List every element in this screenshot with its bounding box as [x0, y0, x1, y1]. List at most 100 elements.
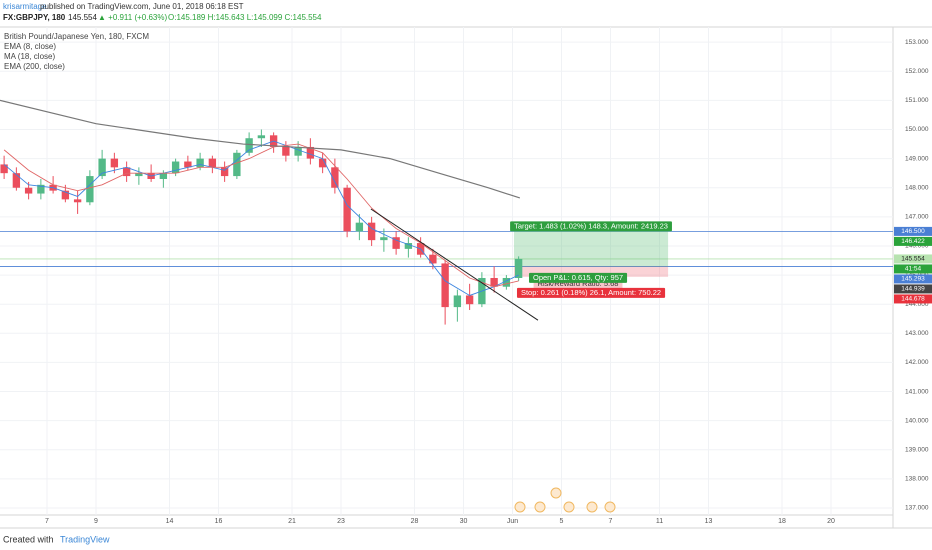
price-tag [894, 236, 932, 246]
x-tick-label: 28 [411, 518, 419, 525]
candle-body [306, 146, 315, 159]
pnl-label-bg [528, 272, 628, 283]
x-tick-label: 7 [45, 518, 49, 525]
candle-body [245, 138, 253, 153]
candle-body [343, 187, 351, 232]
stop-label-text: Stop: 0.261 (0.18%) 26.1, Amount: 750.22 [521, 288, 661, 297]
candle-body [453, 295, 462, 308]
author: krisarmitage [3, 2, 47, 11]
candle-body [465, 295, 474, 305]
chart-title: British Pound/Japanese Yen, 180, FXCM [4, 32, 149, 41]
target-label-bg [510, 221, 672, 232]
y-tick-label: 140.000 [905, 417, 929, 424]
y-tick-label: 151.000 [905, 97, 929, 104]
candle-body [257, 135, 266, 139]
candle-body [159, 173, 168, 179]
price-tag-text: 41:54 [905, 266, 922, 273]
candle-body [233, 152, 241, 177]
y-tick-label: 146.000 [905, 243, 929, 250]
event-icons [514, 487, 616, 513]
candle-body [294, 146, 302, 156]
x-tick-label: 11 [656, 518, 663, 525]
candle-body [73, 199, 82, 203]
ma-line [3, 143, 519, 288]
price-tag-text: 144.678 [901, 296, 925, 303]
event-icon [586, 501, 598, 513]
stop-label: Stop: 0.261 (0.18%) 26.1, Amount: 750.22 [516, 287, 666, 298]
price-tag-text: 144.939 [901, 286, 925, 293]
x-tick-label: 7 [609, 518, 613, 525]
y-tick-label: 144.000 [905, 301, 929, 308]
y-tick-label: 149.000 [905, 155, 929, 162]
candle-body [122, 167, 131, 177]
x-tick-label: 13 [705, 518, 713, 525]
candle-body [502, 277, 511, 287]
y-tick-label: 150.000 [905, 126, 929, 133]
price-tag-text: 146.422 [901, 238, 925, 245]
candle-body [441, 263, 449, 308]
candle-body [98, 158, 106, 177]
x-tick-label: 23 [337, 518, 345, 525]
candle-body [196, 158, 204, 168]
candle-body [61, 190, 70, 200]
price-tag [894, 264, 932, 274]
x-tick-label: 18 [778, 518, 786, 525]
candle-body [86, 176, 94, 203]
last-price: 145.554 [68, 13, 97, 22]
candle-body [12, 173, 21, 188]
x-tick-label: 14 [166, 518, 174, 525]
candle-body [331, 167, 339, 188]
y-tick-label: 141.000 [905, 388, 929, 395]
price-tag-text: 146.500 [901, 228, 925, 235]
change: ▲ +0.911 (+0.63%) [98, 13, 167, 22]
stop-label-bg [516, 287, 666, 298]
target-label-text: Target: 1.483 (1.02%) 148.3, Amount: 241… [514, 221, 668, 230]
candle-body [355, 222, 364, 232]
x-tick-label: 21 [288, 518, 296, 525]
marks: Target: 1.483 (1.02%) 148.3, Amount: 241… [0, 99, 672, 325]
y-tick-label: 139.000 [905, 446, 929, 453]
y-tick-label: 152.000 [905, 68, 929, 75]
price-tag [894, 294, 932, 304]
legend-entry: EMA (200, close) [4, 62, 65, 71]
footer-brand: TradingView [60, 534, 110, 544]
target-zone [513, 231, 669, 267]
candle-body [318, 158, 327, 168]
footer-created: Created with [3, 534, 54, 544]
event-icon [604, 501, 616, 513]
ohlc: O:145.189 H:145.643 L:145.099 C:145.554 [168, 13, 322, 22]
candle-body [404, 243, 413, 249]
pnl-label-text: Open P&L: 0.615, Qty: 957 [533, 273, 623, 282]
event-icon [563, 501, 575, 513]
legend-entry: MA (18, close) [4, 52, 55, 61]
price-tag-text: 145.293 [901, 276, 925, 283]
candle-body [514, 258, 523, 278]
event-icon [534, 501, 546, 513]
stop-zone [513, 266, 669, 277]
candle-body [0, 164, 8, 174]
y-tick-label: 142.000 [905, 359, 929, 366]
y-tick-label: 138.000 [905, 476, 929, 483]
event-icon [550, 487, 562, 499]
candle-body [380, 237, 388, 241]
price-tag [894, 274, 932, 284]
x-tick-label: 20 [827, 518, 835, 525]
y-tick-label: 137.000 [905, 505, 929, 512]
x-tick-label: 9 [94, 518, 98, 525]
candle-body [184, 161, 192, 168]
x-tick-label: 5 [560, 518, 564, 525]
price-tag-text: 145.554 [901, 256, 925, 263]
y-tick-label: 153.000 [905, 39, 929, 46]
candle-body [392, 237, 400, 249]
price-tag [894, 284, 932, 294]
price-tag [894, 254, 932, 264]
candle-body [208, 158, 217, 168]
pnl-label: Open P&L: 0.615, Qty: 957 [528, 272, 628, 283]
candle-body [37, 184, 45, 194]
x-tick-label: 30 [460, 518, 468, 525]
price-tag [894, 226, 932, 236]
y-tick-label: 148.000 [905, 184, 929, 191]
symbol: FX:GBPJPY, 180 [3, 13, 66, 22]
y-tick-label: 147.000 [905, 214, 929, 221]
